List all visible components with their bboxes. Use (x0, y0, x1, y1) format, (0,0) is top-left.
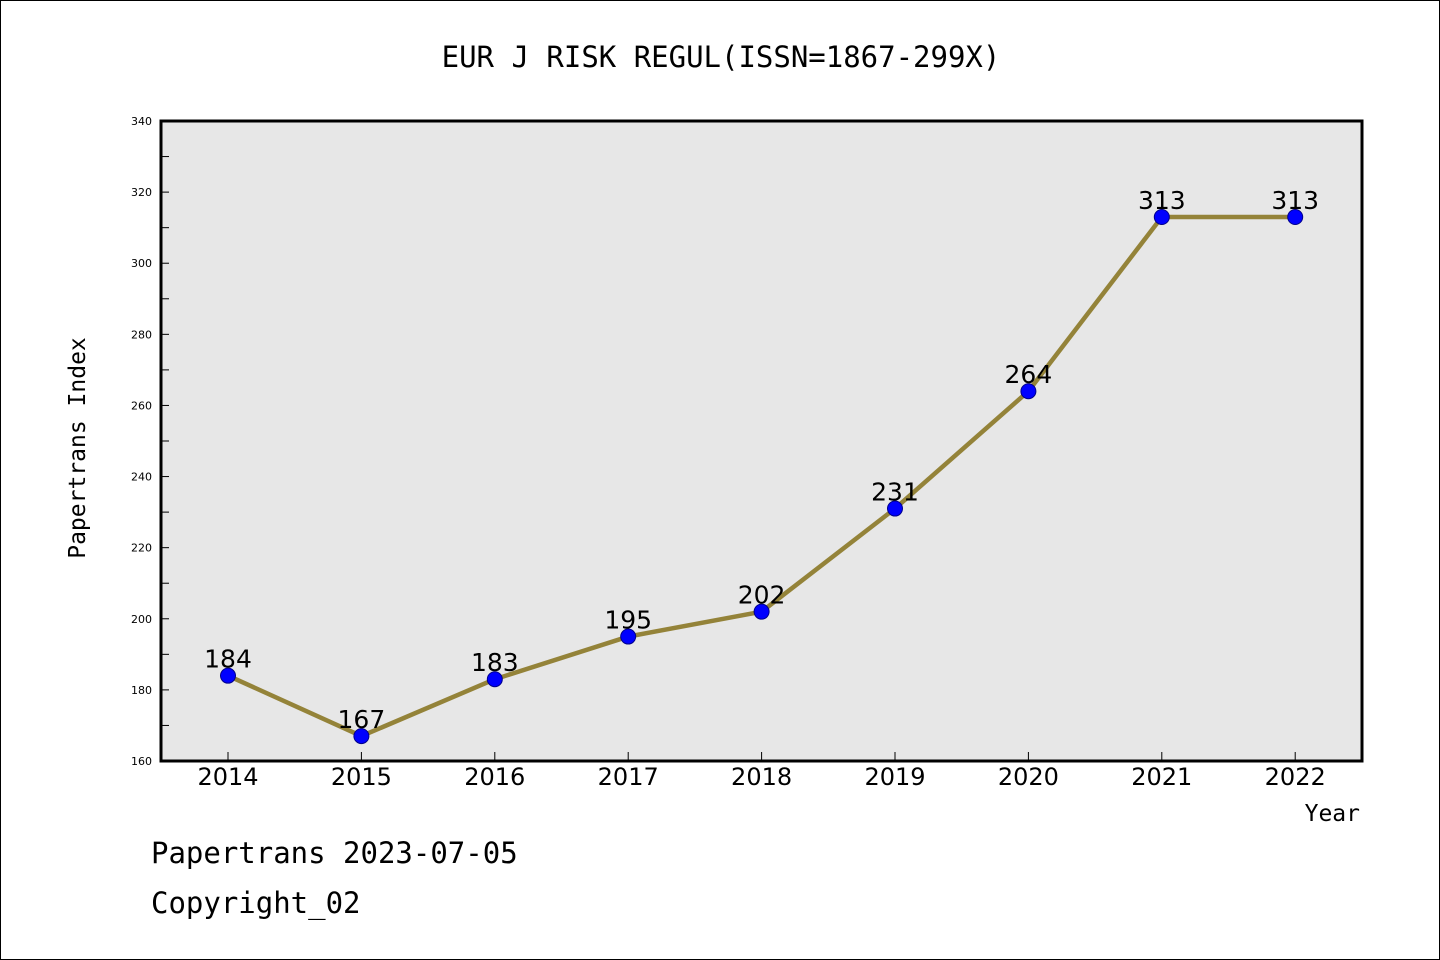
data-label: 184 (204, 645, 252, 674)
data-label: 202 (738, 581, 786, 610)
footer-source-date: Papertrans 2023-07-05 (151, 836, 518, 870)
data-point (486, 671, 503, 688)
x-tick-label: 2014 (197, 763, 258, 791)
y-tick-label: 220 (131, 542, 152, 555)
data-label: 313 (1271, 186, 1319, 215)
y-axis: 160 180 200 220 240 260 280 300 320 340 (131, 115, 169, 768)
data-label: 231 (871, 478, 919, 507)
y-tick-label: 160 (131, 755, 152, 768)
data-point (353, 728, 370, 745)
y-tick-label: 240 (131, 471, 152, 484)
x-axis: 2014 2015 2016 2017 2018 2019 2020 2021 2022 (197, 752, 1326, 791)
x-axis-label: Year (1305, 801, 1360, 827)
footer-copyright: Copyright_02 (151, 886, 361, 920)
x-tick-label: 2022 (1265, 763, 1326, 791)
y-tick-label: 320 (131, 186, 152, 199)
data-label: 313 (1138, 186, 1186, 215)
x-tick-label: 2016 (464, 763, 525, 791)
y-tick-label: 280 (131, 328, 152, 341)
data-point (887, 500, 903, 517)
x-tick-label: 2019 (864, 763, 925, 791)
data-point (1287, 209, 1304, 225)
data-point (220, 667, 236, 684)
chart-title: EUR J RISK REGUL(ISSN=1867-299X) (442, 40, 1001, 74)
x-tick-label: 2015 (331, 763, 392, 791)
y-tick-label: 180 (131, 684, 152, 697)
data-label: 167 (338, 705, 386, 734)
data-label: 183 (471, 648, 519, 677)
data-point (753, 603, 770, 620)
y-tick-label: 200 (131, 613, 152, 626)
x-tick-label: 2021 (1131, 763, 1192, 791)
data-label: 195 (604, 606, 652, 635)
data-point (1153, 209, 1170, 225)
y-tick-label: 260 (131, 399, 152, 412)
series-papertrans-index: 184 167 183 195 202 231 264 313 313 (204, 186, 1319, 745)
x-tick-label: 2020 (998, 763, 1059, 791)
x-tick-label: 2017 (598, 763, 659, 791)
y-axis-label: Papertrans Index (65, 337, 91, 559)
y-tick-label: 340 (131, 115, 152, 128)
plot-area (159, 119, 1364, 763)
data-point (1020, 383, 1037, 400)
y-tick-label: 300 (131, 257, 152, 270)
data-label: 264 (1005, 360, 1053, 389)
x-tick-label: 2018 (731, 763, 792, 791)
data-point (620, 628, 637, 645)
